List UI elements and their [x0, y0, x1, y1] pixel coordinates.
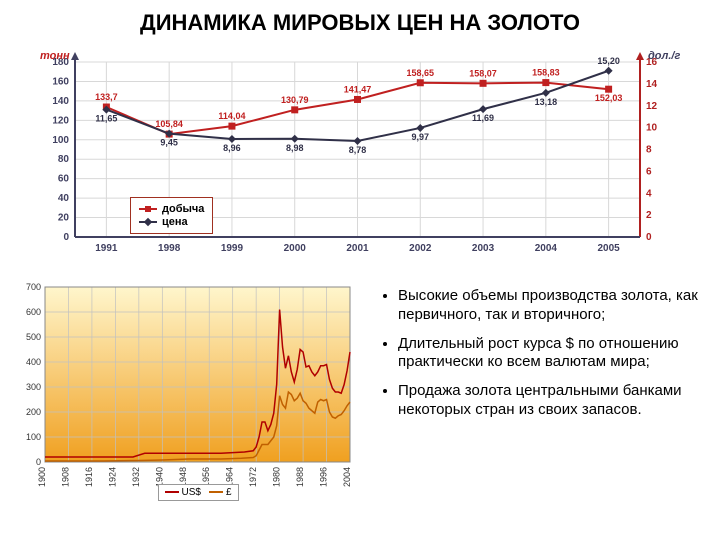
svg-text:1988: 1988: [295, 467, 305, 487]
svg-text:300: 300: [26, 382, 41, 392]
svg-text:2005: 2005: [597, 243, 620, 254]
svg-text:дол./г: дол./г: [648, 50, 680, 62]
bottom-chart-legend: US$£: [158, 484, 239, 501]
svg-text:2004: 2004: [535, 243, 558, 254]
svg-text:12: 12: [646, 101, 658, 112]
svg-text:200: 200: [26, 407, 41, 417]
svg-text:11,65: 11,65: [95, 114, 117, 124]
svg-text:1998: 1998: [158, 243, 181, 254]
svg-text:1908: 1908: [60, 467, 70, 487]
bottom-chart: 0 100 200 300 400 500 600 700 1900 1908 1916 1924 19…: [10, 282, 360, 502]
svg-text:1991: 1991: [95, 243, 118, 254]
svg-text:9,45: 9,45: [160, 138, 178, 148]
top-chart: 0204060801001201401601800246810121416199…: [20, 42, 700, 272]
svg-text:160: 160: [52, 76, 69, 87]
svg-text:1980: 1980: [272, 467, 282, 487]
svg-text:100: 100: [26, 432, 41, 442]
svg-text:0: 0: [646, 232, 652, 243]
svg-text:114,04: 114,04: [218, 111, 245, 121]
svg-text:400: 400: [26, 357, 41, 367]
svg-text:6: 6: [646, 166, 652, 177]
svg-text:1900: 1900: [37, 467, 47, 487]
svg-text:133,7: 133,7: [95, 92, 118, 102]
svg-text:2001: 2001: [346, 243, 369, 254]
svg-text:158,07: 158,07: [469, 68, 497, 78]
svg-text:15,20: 15,20: [597, 56, 620, 66]
svg-text:700: 700: [26, 282, 41, 292]
svg-text:тонн: тонн: [40, 50, 70, 62]
svg-text:120: 120: [52, 115, 69, 126]
bullet-item: Длительный рост курса $ по отношению пра…: [398, 335, 700, 373]
svg-text:2000: 2000: [284, 243, 307, 254]
svg-text:2: 2: [646, 210, 652, 221]
svg-text:141,47: 141,47: [344, 84, 372, 94]
svg-text:8: 8: [646, 145, 652, 156]
svg-text:13,18: 13,18: [535, 97, 558, 107]
svg-text:500: 500: [26, 332, 41, 342]
svg-text:152,03: 152,03: [595, 93, 623, 103]
bullet-item: Продажа золота центральными банками неко…: [398, 382, 700, 420]
bullets: Высокие объемы производства золота, как …: [360, 282, 710, 502]
svg-text:100: 100: [52, 135, 69, 146]
svg-text:8,96: 8,96: [223, 143, 241, 153]
svg-text:600: 600: [26, 307, 41, 317]
svg-text:140: 140: [52, 96, 69, 107]
svg-text:9,97: 9,97: [412, 132, 430, 142]
svg-text:40: 40: [58, 193, 70, 204]
svg-text:8,78: 8,78: [349, 145, 367, 155]
svg-text:4: 4: [646, 188, 652, 199]
svg-text:158,83: 158,83: [532, 68, 560, 78]
svg-text:1932: 1932: [131, 467, 141, 487]
page-title: ДИНАМИКА МИРОВЫХ ЦЕН НА ЗОЛОТО: [0, 0, 720, 42]
svg-text:1916: 1916: [84, 467, 94, 487]
svg-text:0: 0: [63, 232, 69, 243]
svg-text:1999: 1999: [221, 243, 244, 254]
svg-text:1924: 1924: [107, 467, 117, 487]
svg-text:60: 60: [58, 174, 70, 185]
svg-text:80: 80: [58, 154, 70, 165]
bullet-item: Высокие объемы производства золота, как …: [398, 287, 700, 325]
svg-text:0: 0: [36, 457, 41, 467]
svg-text:2002: 2002: [409, 243, 432, 254]
top-chart-legend: добычацена: [130, 197, 213, 234]
svg-text:14: 14: [646, 79, 658, 90]
svg-text:10: 10: [646, 123, 658, 134]
svg-text:2003: 2003: [472, 243, 495, 254]
svg-text:130,79: 130,79: [281, 95, 309, 105]
svg-text:158,65: 158,65: [407, 68, 435, 78]
svg-text:20: 20: [58, 213, 70, 224]
svg-text:1972: 1972: [248, 467, 258, 487]
svg-text:1996: 1996: [319, 467, 329, 487]
svg-text:8,98: 8,98: [286, 143, 304, 153]
svg-text:105,84: 105,84: [155, 119, 183, 129]
svg-text:2004: 2004: [342, 467, 352, 487]
svg-text:11,69: 11,69: [472, 113, 494, 123]
